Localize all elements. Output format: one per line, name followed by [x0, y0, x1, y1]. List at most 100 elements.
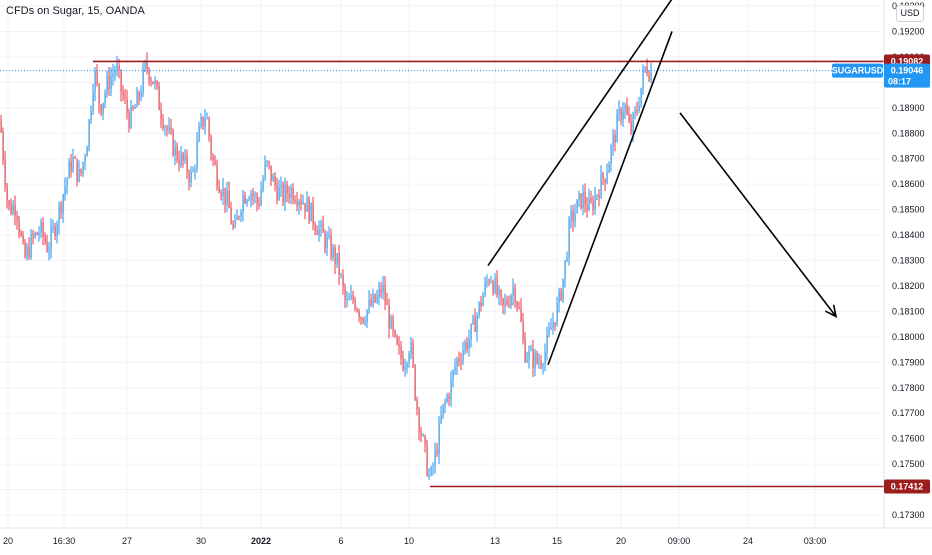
- candle-body: [574, 213, 576, 222]
- candle-body: [140, 92, 142, 99]
- candle-body: [296, 201, 298, 206]
- candle-body: [70, 161, 72, 171]
- candle-body: [136, 92, 138, 108]
- candle-body: [600, 173, 602, 199]
- candle-body: [252, 193, 254, 196]
- y-tick-label: 0.18000: [892, 332, 925, 342]
- candle-body: [254, 194, 256, 196]
- candle-body: [346, 299, 348, 301]
- projection-arrow-head: [824, 304, 838, 318]
- time-axis[interactable]: 20 16:30 27 30 2022 6 10 13 15 20 09:00 24 03:00: [0, 527, 932, 546]
- candle-body: [542, 365, 544, 367]
- projection-arrow[interactable]: [679, 112, 837, 317]
- candle-body: [584, 192, 586, 206]
- candle-body: [314, 224, 316, 231]
- candle-body: [604, 178, 606, 183]
- y-tick-label: 0.18200: [892, 281, 925, 291]
- candles: [0, 52, 652, 480]
- wedge-lower-line[interactable]: [547, 31, 673, 366]
- candle-body: [2, 131, 4, 160]
- candle-body: [614, 134, 616, 143]
- candle-body: [52, 226, 54, 228]
- candle-body: [592, 201, 594, 211]
- candle-body: [78, 168, 80, 182]
- candle-body: [510, 295, 512, 306]
- candle-body: [226, 190, 228, 205]
- candle-body: [302, 203, 304, 205]
- y-tick-label: 0.18800: [892, 128, 925, 138]
- candle-body: [104, 93, 106, 103]
- candle-body: [246, 200, 248, 204]
- candle-body: [148, 68, 150, 81]
- candle-body: [300, 201, 302, 205]
- candle-body: [306, 197, 308, 212]
- candle-body: [60, 204, 62, 213]
- drawings[interactable]: [0, 0, 884, 488]
- candle-body: [466, 341, 468, 350]
- x-tick-label: 13: [490, 536, 500, 546]
- chart-title: CFDs on Sugar, 15, OANDA: [6, 5, 145, 17]
- candle-body: [236, 216, 238, 220]
- candle-body: [648, 73, 650, 81]
- candle-body: [102, 102, 104, 115]
- y-tick-label: 0.19200: [892, 26, 925, 36]
- candle-body: [202, 116, 204, 127]
- candle-body: [632, 113, 634, 133]
- candle-body: [376, 296, 378, 302]
- symbol-label: SUGARUSD: [832, 66, 884, 76]
- x-tick-label: 30: [196, 536, 206, 546]
- candle-body: [470, 323, 472, 340]
- candle-body: [172, 130, 174, 156]
- candle-body: [224, 187, 226, 205]
- candle-body: [446, 395, 448, 402]
- currency-button[interactable]: USD: [896, 5, 924, 22]
- candle-body: [602, 173, 604, 179]
- x-tick-label: 20: [3, 536, 13, 546]
- x-tick-label: 24: [743, 536, 753, 546]
- candle-body: [278, 187, 280, 200]
- candle-body: [398, 344, 400, 347]
- last-price-badge: [884, 63, 930, 88]
- candle-body: [260, 190, 262, 206]
- candle-body: [552, 322, 554, 329]
- candle-body: [164, 127, 166, 129]
- y-tick-label: 0.17700: [892, 408, 925, 418]
- candle-body: [460, 360, 462, 362]
- candle-body: [358, 311, 360, 318]
- candle-body: [412, 342, 414, 366]
- candle-body: [204, 118, 206, 127]
- candle-body: [144, 61, 146, 69]
- candle-body: [234, 219, 236, 227]
- candle-body: [284, 184, 286, 203]
- candle-body: [362, 317, 364, 323]
- candle-body: [530, 349, 532, 351]
- candle-body: [286, 184, 288, 195]
- x-tick-label: 6: [338, 536, 343, 546]
- candle-body: [612, 134, 614, 147]
- candle-body: [304, 203, 306, 212]
- currency-label: USD: [900, 8, 920, 18]
- candle-body: [630, 121, 632, 133]
- candle-body: [274, 176, 276, 186]
- candle-body: [464, 341, 466, 351]
- candle-body: [478, 302, 480, 316]
- candle-body: [220, 192, 222, 197]
- candle-body: [528, 350, 530, 359]
- candle-body: [82, 162, 84, 174]
- candle-body: [526, 358, 528, 362]
- candle-body: [272, 176, 274, 182]
- x-tick-label: 10: [404, 536, 414, 546]
- candle-body: [294, 200, 296, 202]
- candle-body: [198, 126, 200, 142]
- candle-body: [96, 70, 98, 84]
- wedge-upper-line[interactable]: [487, 0, 690, 267]
- candle-body: [26, 246, 28, 257]
- candle-body: [34, 232, 36, 237]
- candle-body: [262, 179, 264, 191]
- candle-body: [474, 316, 476, 333]
- candle-body: [114, 70, 116, 74]
- candle-body: [132, 106, 134, 109]
- candle-body: [20, 232, 22, 236]
- candle-body: [540, 362, 542, 366]
